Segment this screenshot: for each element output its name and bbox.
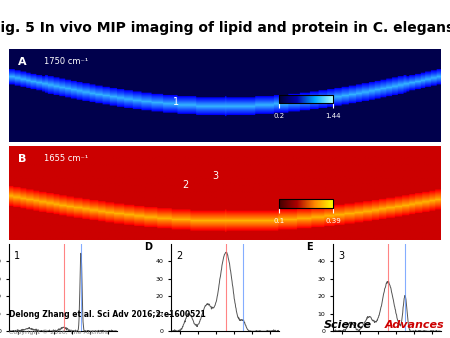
Text: 1: 1 <box>173 97 179 107</box>
Text: 2: 2 <box>182 180 188 190</box>
Text: Science: Science <box>324 319 372 330</box>
Text: 1655 cm⁻¹: 1655 cm⁻¹ <box>44 154 88 163</box>
Text: Fig. 5 In vivo MIP imaging of lipid and protein in C. elegans.: Fig. 5 In vivo MIP imaging of lipid and … <box>0 21 450 35</box>
Text: Delong Zhang et al. Sci Adv 2016;2:e1600521: Delong Zhang et al. Sci Adv 2016;2:e1600… <box>9 310 206 319</box>
Text: 2: 2 <box>176 251 183 261</box>
Text: 3: 3 <box>212 171 218 181</box>
Text: 1: 1 <box>14 251 21 261</box>
Text: E: E <box>306 242 313 252</box>
Text: B: B <box>18 154 26 164</box>
Text: 1750 cm⁻¹: 1750 cm⁻¹ <box>44 56 88 66</box>
Text: 3: 3 <box>338 251 345 261</box>
Text: D: D <box>144 242 152 252</box>
Text: Advances: Advances <box>385 319 445 330</box>
Text: A: A <box>18 56 26 67</box>
Text: Copyright © 2016, The Authors: Copyright © 2016, The Authors <box>9 329 108 335</box>
